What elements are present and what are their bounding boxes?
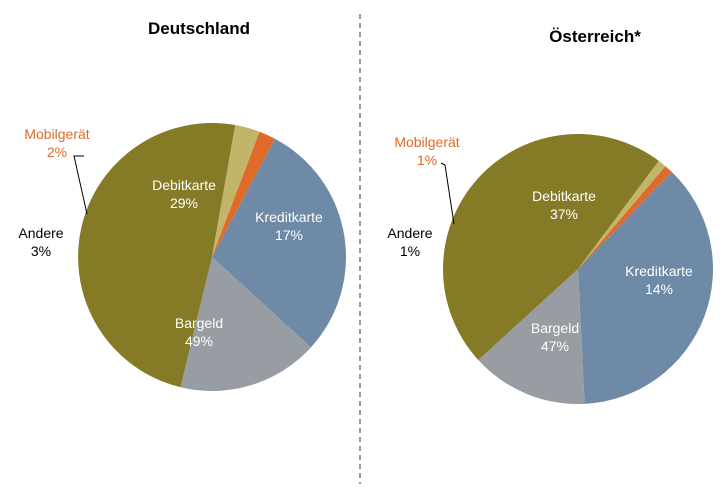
pie-slice-kreditkarte (478, 269, 585, 405)
slice-label-mobilgeraet-name: Mobilgerät (24, 126, 89, 142)
slice-label-kreditkarte-value: 14% (645, 281, 673, 297)
pie-slice-andere (578, 160, 666, 269)
slice-label-debitkarte-name: Debitkarte (152, 177, 216, 193)
slice-label-bargeld-value: 49% (185, 333, 213, 349)
chart-title-deutschland: Deutschland (148, 19, 250, 38)
slice-label-bargeld-name: Bargeld (531, 320, 579, 336)
pie-slice-mobilgeraet (578, 166, 672, 269)
pie-slice-bargeld (442, 133, 659, 361)
slice-label-debitkarte-value: 29% (170, 195, 198, 211)
slice-label-kreditkarte-value: 17% (275, 227, 303, 243)
slice-label-andere-value: 1% (400, 243, 420, 259)
slice-label-kreditkarte-name: Kreditkarte (625, 263, 693, 279)
slice-label-andere-name: Andere (18, 225, 63, 241)
slice-label-bargeld-name: Bargeld (175, 315, 223, 331)
slice-label-bargeld-value: 47% (541, 338, 569, 354)
slice-label-mobilgeraet-value: 2% (47, 144, 67, 160)
pie-slice-bargeld (78, 123, 236, 388)
pie-slice-kreditkarte (180, 257, 311, 391)
pie-deutschland: Debitkarte 29% Kreditkarte 17% Bargeld 49% And… (18, 123, 346, 391)
leader-line-mobilgeraet (440, 162, 455, 225)
pie-slice-mobilgeraet (212, 131, 275, 257)
slice-label-debitkarte-value: 37% (550, 206, 578, 222)
chart-title-oesterreich: Österreich* (549, 27, 641, 46)
slice-label-mobilgeraet-name: Mobilgerät (394, 134, 459, 150)
pie-slice-andere (212, 125, 260, 257)
pie-slice-debitkarte (578, 171, 714, 404)
slice-label-mobilgeraet-value: 1% (417, 152, 437, 168)
pie-slice-debitkarte (212, 138, 346, 348)
pie-oesterreich: Debitkarte 37% Kreditkarte 14% Bargeld 47% And… (387, 133, 714, 405)
slice-label-andere-name: Andere (387, 225, 432, 241)
leader-line-mobilgeraet (73, 155, 88, 215)
slice-label-andere-value: 3% (31, 243, 51, 259)
slice-label-debitkarte-name: Debitkarte (532, 188, 596, 204)
slice-label-kreditkarte-name: Kreditkarte (255, 209, 323, 225)
